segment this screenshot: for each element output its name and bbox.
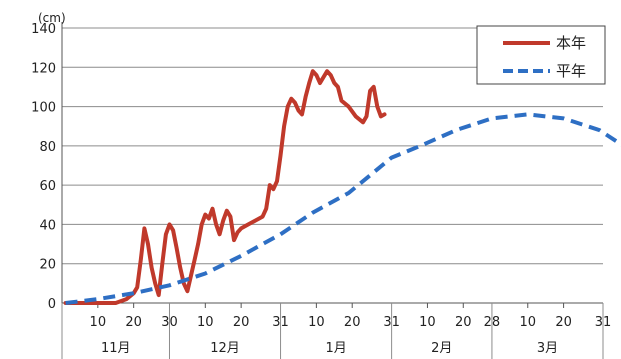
grid-lines [62, 27, 603, 265]
x-tick-label: 20 [555, 315, 572, 330]
series-line-normal-year [65, 112, 621, 305]
x-tick-label: 10 [519, 315, 536, 330]
x-tick-label: 20 [125, 315, 142, 330]
x-tick-label: 20 [344, 315, 361, 330]
unit-label: (cm) [38, 11, 66, 25]
legend-label-normal-year: 平年 [556, 62, 586, 80]
legend: 本年 平年 [476, 25, 606, 85]
y-tick-label: 60 [39, 179, 56, 194]
x-tick-label: 20 [455, 315, 472, 330]
month-label: 2月 [431, 341, 452, 356]
x-tick-label: 30 [161, 315, 178, 330]
y-tick-label: 120 [31, 61, 56, 76]
x-tick-label: 31 [595, 315, 612, 330]
x-tick-label: 31 [272, 315, 289, 330]
y-tick-label: 140 [31, 22, 56, 37]
month-label: 12月 [210, 341, 240, 356]
y-axis: 0 20 40 60 80 100 120 140 [31, 22, 56, 312]
x-tick-label: 28 [484, 315, 501, 330]
y-tick-label: 40 [39, 218, 56, 233]
month-label: 11月 [101, 341, 131, 356]
legend-label-this-year: 本年 [556, 34, 586, 52]
plot-area [63, 69, 621, 305]
y-tick-label: 0 [48, 297, 56, 312]
x-tick-label: 20 [233, 315, 250, 330]
x-tick-label: 31 [383, 315, 400, 330]
x-tick-label: 10 [90, 315, 107, 330]
x-tick-label: 10 [197, 315, 214, 330]
y-tick-label: 80 [39, 140, 56, 155]
y-tick-label: 100 [31, 101, 56, 116]
x-tick-label: 10 [419, 315, 436, 330]
legend-box [476, 25, 606, 85]
series-line-this-year [63, 69, 387, 305]
y-tick-label: 20 [39, 258, 56, 273]
month-label: 3月 [537, 341, 558, 356]
x-tick-label: 10 [308, 315, 325, 330]
month-label: 1月 [325, 341, 346, 356]
